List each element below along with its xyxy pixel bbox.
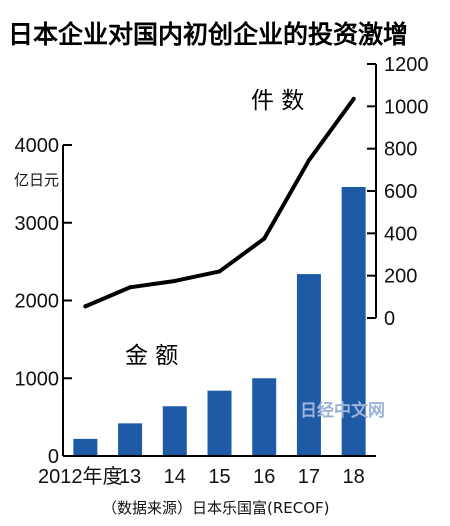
left-axis-tick-label: 0 xyxy=(48,446,59,468)
right-axis-tick-label: 200 xyxy=(384,266,417,288)
bar xyxy=(252,378,277,456)
line-point xyxy=(306,158,311,163)
right-axis-tick-label: 600 xyxy=(384,181,417,203)
x-axis-tick-label: 2012年度 xyxy=(38,465,123,488)
left-axis-tick-label: 4000 xyxy=(15,135,60,157)
bar xyxy=(162,406,187,456)
bar xyxy=(296,274,321,456)
bar xyxy=(341,186,366,457)
right-axis-tick-label: 400 xyxy=(384,223,417,245)
x-axis-tick-label: 13 xyxy=(119,466,141,488)
x-axis-tick-label: 14 xyxy=(164,466,186,488)
x-axis-tick-label: 17 xyxy=(298,466,320,488)
bar-series-label: 金 额 xyxy=(125,343,178,369)
line-series-label: 件 数 xyxy=(251,88,304,114)
line-point xyxy=(83,304,88,309)
chart-title: 日本企业对国内初创企业的投资激增 xyxy=(8,20,408,49)
bar xyxy=(118,423,143,456)
left-axis-tick-label: 1000 xyxy=(15,368,60,390)
line-point xyxy=(128,285,133,290)
bar xyxy=(73,438,98,456)
right-axis-tick-label: 800 xyxy=(384,139,417,161)
bar-series xyxy=(73,186,366,457)
line-series xyxy=(83,96,356,309)
left-axis-tick-label: 3000 xyxy=(15,213,60,235)
left-axis-unit: 亿日元 xyxy=(14,171,59,189)
left-axis: 0 1000 2000 3000 4000 xyxy=(15,135,72,468)
right-axis-tick-label: 0 xyxy=(384,308,395,330)
bar xyxy=(207,390,232,456)
line-point xyxy=(351,96,356,101)
line-point xyxy=(217,269,222,274)
right-axis-tick-label: 1000 xyxy=(384,96,429,118)
x-axis-tick-label: 15 xyxy=(208,466,230,488)
right-axis: 0 200 400 600 800 1000 1200 xyxy=(367,54,429,330)
x-axis-tick-label: 18 xyxy=(343,466,365,488)
right-axis-tick-label: 1200 xyxy=(384,54,429,76)
left-axis-tick-label: 2000 xyxy=(15,291,60,313)
source-note: （数据来源）日本乐国富(RECOF) xyxy=(102,499,330,517)
line-point xyxy=(262,236,267,241)
x-axis-tick-label: 16 xyxy=(253,466,275,488)
line-point xyxy=(172,278,177,283)
watermark-logo: 日经中文网 xyxy=(300,400,385,421)
